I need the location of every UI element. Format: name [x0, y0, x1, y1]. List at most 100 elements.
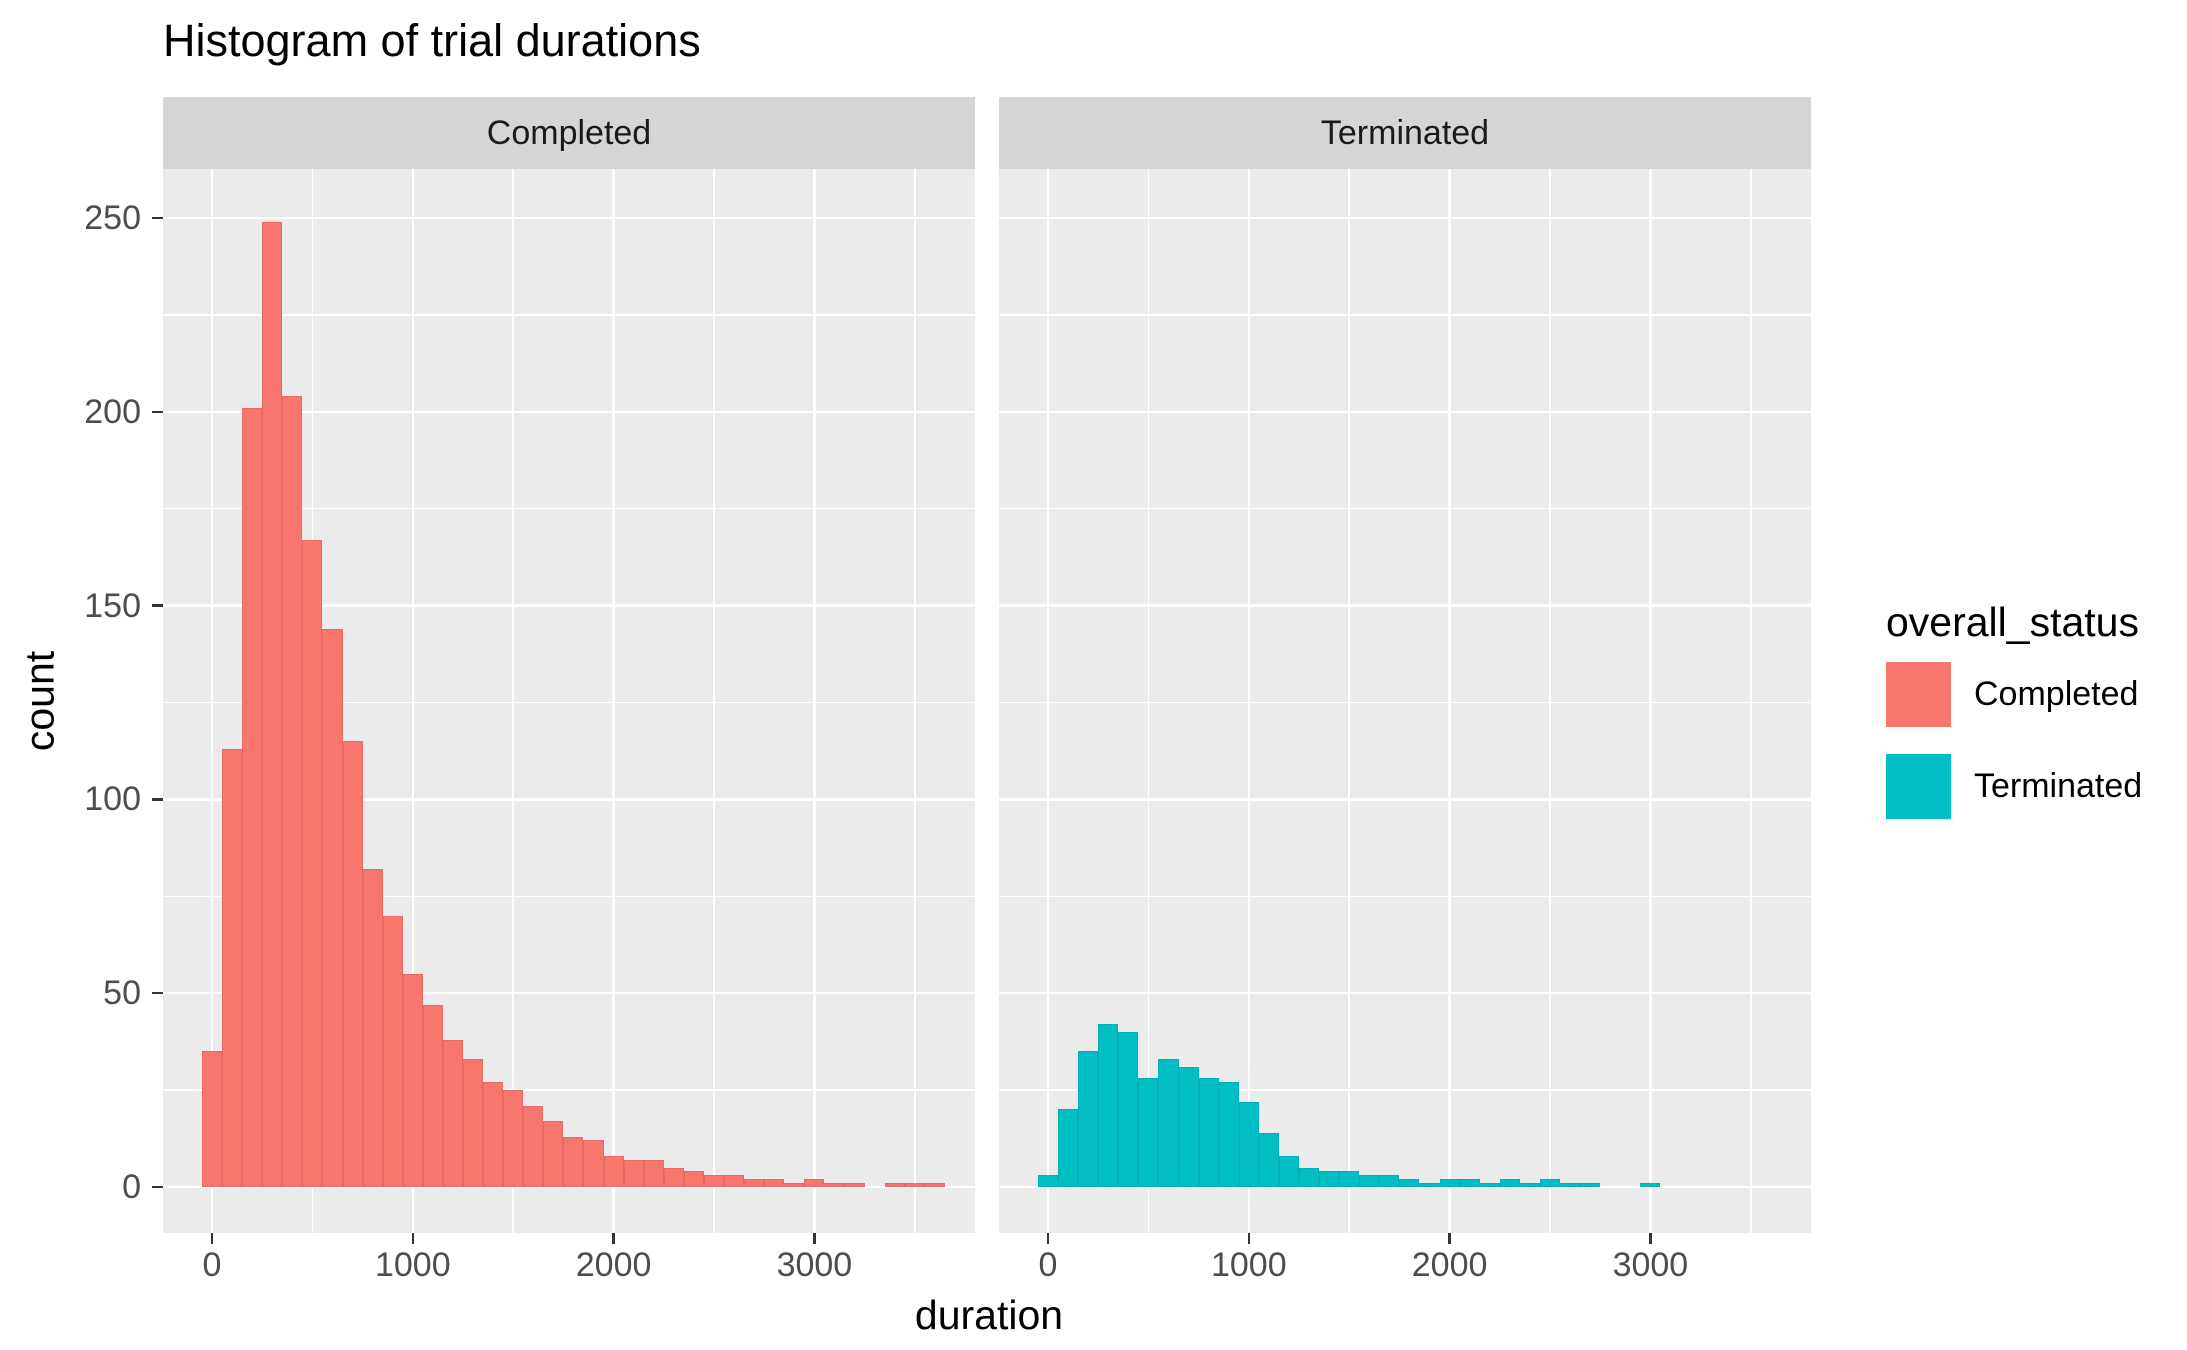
y-tick-label: 250 — [84, 199, 141, 237]
minor-gridline-h — [163, 895, 975, 898]
facet-panel-completed — [163, 169, 975, 1233]
histogram-bar — [1098, 1024, 1119, 1187]
facet-panel-terminated — [999, 169, 1811, 1233]
minor-gridline-v — [1147, 169, 1150, 1233]
histogram-bar — [1118, 1031, 1139, 1187]
histogram-bar — [603, 1155, 624, 1187]
histogram-bar — [442, 1039, 463, 1187]
histogram-bar — [322, 628, 343, 1187]
y-tick-mark — [152, 604, 163, 607]
major-gridline-h — [999, 410, 1811, 414]
major-gridline-v — [1247, 169, 1251, 1233]
histogram-bar — [744, 1179, 765, 1187]
histogram-bar — [1560, 1183, 1581, 1187]
histogram-bar — [703, 1175, 725, 1187]
x-tick-mark — [1046, 1233, 1050, 1244]
minor-gridline-h — [163, 507, 975, 510]
minor-gridline-h — [163, 314, 975, 316]
y-tick-label: 100 — [84, 780, 141, 819]
major-gridline-h — [999, 216, 1811, 220]
major-gridline-h — [163, 604, 975, 607]
legend-label-completed: Completed — [1974, 675, 2139, 713]
histogram-bar — [402, 973, 423, 1187]
major-gridline-h — [163, 1185, 975, 1189]
major-gridline-v — [1649, 169, 1652, 1233]
x-tick-mark — [1448, 1233, 1451, 1244]
y-tick-mark — [152, 1185, 163, 1189]
histogram-bar — [1037, 1175, 1059, 1187]
major-gridline-v — [1046, 169, 1050, 1233]
facet-strip-label-terminated: Terminated — [1320, 113, 1490, 152]
x-tick-label: 0 — [1038, 1246, 1058, 1284]
histogram-bar — [1399, 1179, 1420, 1187]
histogram-bar — [1138, 1078, 1159, 1187]
x-tick-label: 3000 — [1612, 1246, 1689, 1284]
x-tick-label: 1000 — [1210, 1246, 1287, 1284]
histogram-bar — [523, 1105, 544, 1187]
minor-gridline-v — [713, 169, 715, 1233]
legend-swatch-completed — [1886, 662, 1951, 727]
x-tick-label: 3000 — [776, 1246, 853, 1284]
major-gridline-h — [999, 798, 1811, 801]
x-tick-mark — [411, 1233, 415, 1244]
histogram-bar — [1479, 1183, 1500, 1187]
y-tick-mark — [152, 216, 163, 220]
histogram-bar — [422, 1004, 443, 1187]
histogram-bar — [1379, 1175, 1400, 1187]
x-tick-mark — [1649, 1233, 1652, 1244]
histogram-bar — [1178, 1066, 1199, 1187]
histogram-bar — [844, 1183, 865, 1187]
y-tick-label: 0 — [122, 1168, 141, 1206]
histogram-bar — [1439, 1179, 1460, 1187]
histogram-bar — [1218, 1082, 1239, 1187]
histogram-bar — [924, 1183, 945, 1187]
histogram-bar — [724, 1175, 745, 1187]
y-tick-label: 50 — [103, 974, 141, 1013]
major-gridline-h — [163, 410, 975, 414]
histogram-bar — [1580, 1183, 1601, 1187]
legend-label-terminated: Terminated — [1974, 767, 2143, 805]
histogram-bar — [1278, 1155, 1299, 1187]
major-gridline-h — [999, 1185, 1811, 1189]
histogram-bar — [1640, 1183, 1661, 1187]
minor-gridline-h — [163, 1089, 975, 1091]
y-tick-mark — [152, 991, 163, 995]
histogram-bar — [201, 1051, 223, 1187]
x-tick-label: 2000 — [1411, 1246, 1488, 1284]
major-gridline-v — [210, 169, 214, 1233]
histogram-bar — [1359, 1175, 1380, 1187]
histogram-bar — [1299, 1167, 1320, 1187]
histogram-bar — [663, 1167, 684, 1187]
x-tick-label: 1000 — [374, 1246, 451, 1284]
legend-title: overall_status — [1886, 599, 2139, 645]
major-gridline-v — [411, 169, 415, 1233]
legend-swatch-terminated — [1886, 754, 1951, 819]
histogram-bar — [1539, 1179, 1561, 1187]
histogram-bar — [1258, 1132, 1279, 1187]
histogram-bar — [623, 1159, 644, 1187]
histogram-bar — [1459, 1179, 1480, 1187]
major-gridline-v — [813, 169, 816, 1233]
histogram-bar — [362, 869, 383, 1187]
minor-gridline-h — [163, 701, 975, 704]
histogram-bar — [563, 1136, 584, 1187]
histogram-bar — [1319, 1171, 1340, 1187]
major-gridline-h — [163, 991, 975, 995]
histogram-bar — [1419, 1183, 1440, 1187]
minor-gridline-h — [999, 507, 1811, 510]
histogram-bar — [242, 407, 263, 1187]
histogram-bar — [282, 396, 303, 1187]
histogram-bar — [1058, 1109, 1079, 1187]
histogram-bar — [824, 1183, 845, 1187]
histogram-bar — [1198, 1078, 1219, 1187]
histogram-bar — [884, 1183, 905, 1187]
histogram-bar — [1238, 1101, 1259, 1187]
histogram-bar — [784, 1183, 805, 1187]
minor-gridline-v — [1348, 169, 1350, 1233]
major-gridline-h — [163, 798, 975, 801]
major-gridline-v — [1448, 169, 1451, 1233]
y-axis-title: count — [16, 650, 63, 752]
histogram-bar — [904, 1183, 925, 1187]
minor-gridline-h — [999, 895, 1811, 898]
